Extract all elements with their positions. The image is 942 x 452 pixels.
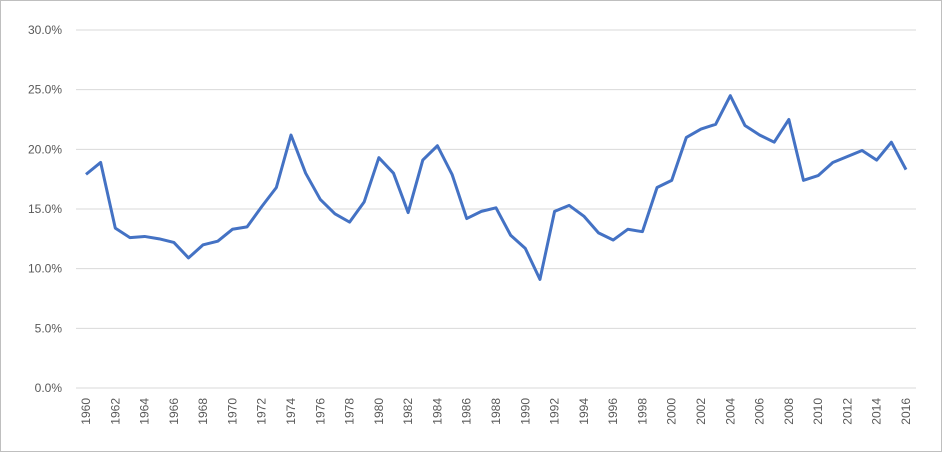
x-tick-label: 2016	[899, 398, 913, 425]
y-tick-label: 0.0%	[35, 381, 63, 395]
x-tick-label: 2012	[840, 398, 854, 425]
x-tick-label: 2000	[665, 398, 679, 425]
x-tick-label: 2008	[782, 398, 796, 425]
x-tick-label: 1992	[548, 398, 562, 425]
x-tick-label: 1972	[255, 398, 269, 425]
x-tick-label: 2002	[694, 398, 708, 425]
y-tick-label: 20.0%	[28, 142, 62, 156]
x-tick-label: 1960	[79, 398, 93, 425]
x-tick-label: 1964	[138, 398, 152, 425]
x-tick-label: 2014	[870, 398, 884, 425]
x-tick-label: 1988	[489, 398, 503, 425]
x-tick-label: 1994	[577, 398, 591, 425]
x-tick-label: 1962	[108, 398, 122, 425]
line-series	[85, 94, 908, 281]
y-tick-label: 30.0%	[28, 23, 62, 37]
x-tick-label: 1978	[343, 398, 357, 425]
y-tick-label: 25.0%	[28, 83, 62, 97]
x-tick-label: 1982	[401, 398, 415, 425]
x-tick-label: 1990	[518, 398, 532, 425]
x-tick-label: 1996	[606, 398, 620, 425]
x-tick-label: 1986	[460, 398, 474, 425]
x-tick-label: 1998	[635, 398, 649, 425]
x-tick-label: 1970	[225, 398, 239, 425]
x-tick-label: 1984	[430, 398, 444, 425]
x-tick-label: 2006	[753, 398, 767, 425]
x-tick-label: 1968	[196, 398, 210, 425]
y-tick-label: 5.0%	[35, 321, 63, 335]
y-tick-label: 10.0%	[28, 262, 62, 276]
x-tick-label: 1980	[372, 398, 386, 425]
x-tick-label: 1974	[284, 398, 298, 425]
x-tick-label: 2010	[811, 398, 825, 425]
y-tick-label: 15.0%	[28, 202, 62, 216]
x-tick-label: 1976	[313, 398, 327, 425]
x-tick-label: 2004	[723, 398, 737, 425]
x-tick-label: 1966	[167, 398, 181, 425]
